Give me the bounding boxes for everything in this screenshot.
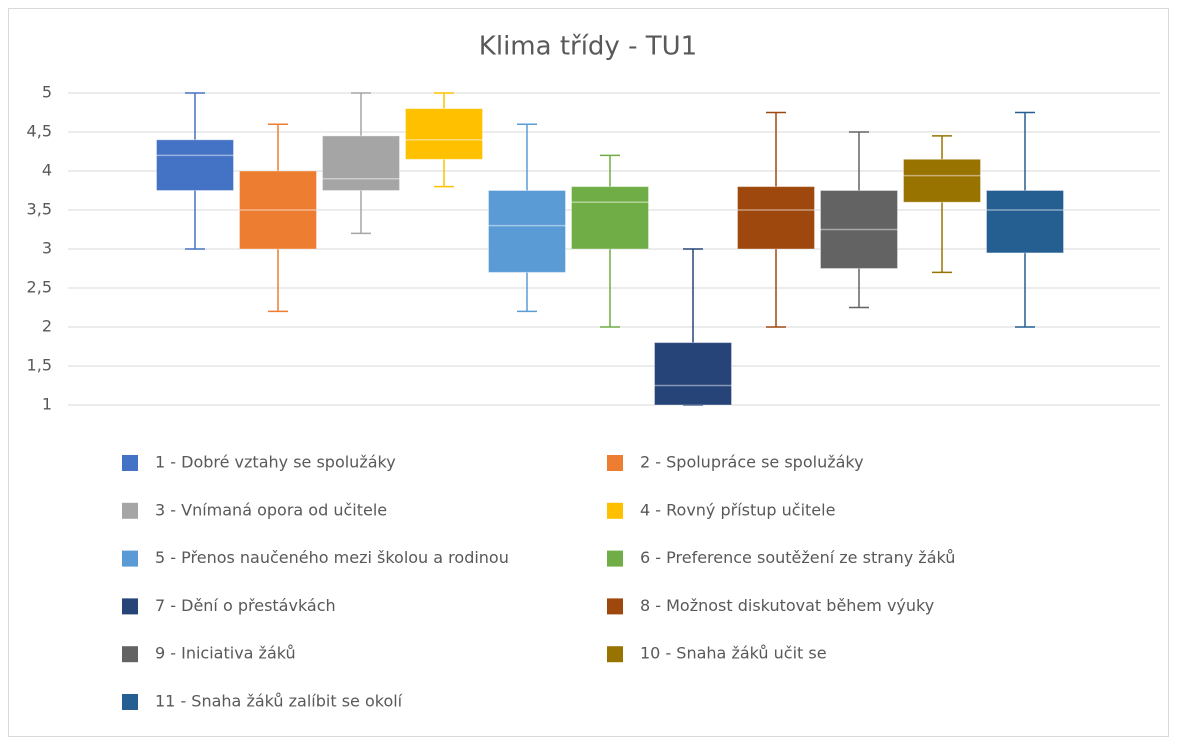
legend-swatch (607, 646, 623, 663)
legend-swatch (607, 598, 623, 615)
box (737, 186, 815, 250)
y-tick-label: 1,5 (27, 356, 52, 375)
box (571, 186, 649, 250)
legend-swatch (122, 502, 138, 519)
box (903, 158, 981, 203)
legend-label: 1 - Dobré vztahy se spolužáky (155, 453, 396, 472)
legend-label: 10 - Snaha žáků učit se (640, 644, 827, 663)
y-tick-label: 4 (42, 161, 52, 180)
y-tick-label: 5 (42, 83, 52, 102)
y-tick-label: 3,5 (27, 200, 52, 219)
box (239, 170, 317, 250)
legend-label: 2 - Spolupráce se spolužáky (640, 453, 864, 472)
legend-label: 4 - Rovný přístup učitele (640, 500, 835, 519)
legend-label: 5 - Přenos naučeného mezi školou a rodin… (155, 548, 509, 567)
box (654, 342, 732, 406)
legend-label: 6 - Preference soutěžení ze strany žáků (640, 548, 955, 567)
legend-swatch (122, 598, 138, 615)
legend-label: 7 - Dění o přestávkách (155, 596, 336, 615)
legend-label: 8 - Možnost diskutovat během výuky (640, 596, 934, 615)
y-tick-label: 4,5 (27, 122, 52, 141)
y-tick-label: 2 (42, 317, 52, 336)
legend-swatch (607, 455, 623, 471)
y-tick-label: 2,5 (27, 278, 52, 297)
box (156, 139, 234, 192)
legend-swatch (122, 694, 138, 710)
legend-swatch (607, 502, 623, 519)
legend-label: 9 - Iniciativa žáků (155, 644, 296, 663)
box (986, 190, 1064, 254)
legend-swatch (122, 646, 138, 663)
chart-border (8, 8, 1169, 737)
y-tick-label: 1 (42, 395, 52, 414)
box (488, 190, 566, 273)
box (322, 135, 400, 191)
legend-swatch (607, 550, 623, 567)
legend-label: 3 - Vnímaná opora od učitele (155, 500, 387, 519)
legend-label: 11 - Snaha žáků zalíbit se okolí (155, 692, 403, 711)
legend-swatch (122, 455, 138, 471)
legend-swatch (122, 550, 138, 567)
chart-title: Klima třídy - TU1 (479, 32, 697, 62)
y-tick-label: 3 (42, 239, 52, 258)
box (820, 190, 898, 269)
box (405, 108, 483, 160)
